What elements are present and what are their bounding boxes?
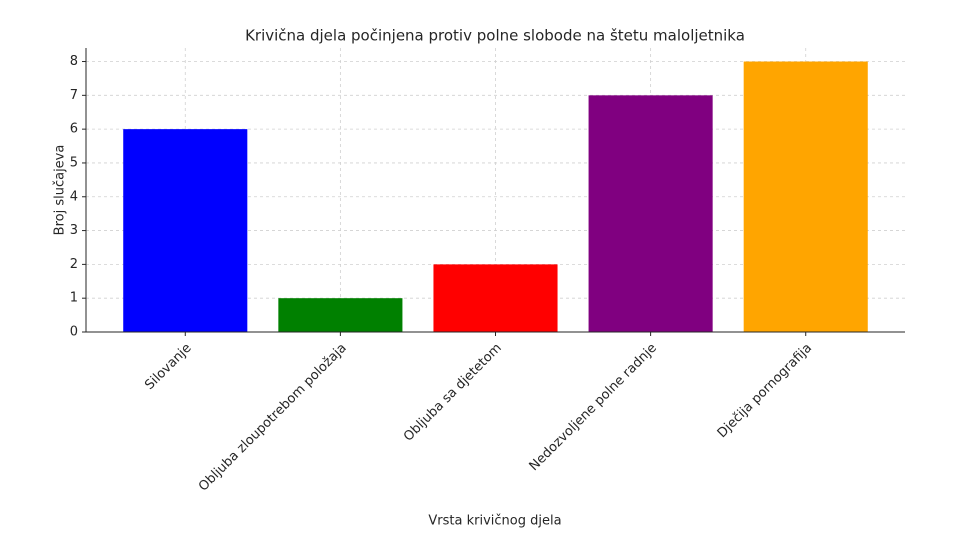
x-tick-label: Obljuba zloupotrebom položaja [196,341,350,495]
y-tick-label: 8 [70,54,78,69]
y-tick-label: 6 [70,122,78,137]
x-tick-label: Obljuba sa djetetom [401,341,505,445]
y-tick-label: 3 [70,223,78,238]
y-tick-label: 1 [70,291,78,306]
x-tick-label: Nedozvoljene polne radnje [527,341,660,474]
bar [743,61,868,333]
bar [123,129,248,332]
x-tick-label: Silovanje [142,341,194,393]
y-tick-label: 7 [70,88,78,103]
y-tick-label: 4 [70,189,78,204]
y-axis-label: Broj slučajeva [53,145,68,236]
bar [278,298,403,332]
x-tick-label: Dječija pornografija [715,341,815,441]
chart-title: Krivična djela počinjena protiv polne sl… [245,27,745,45]
y-tick-label: 5 [70,155,78,170]
bar [433,264,558,332]
y-tick-label: 2 [70,257,78,272]
x-axis-label: Vrsta krivičnog djela [428,514,561,529]
bar [588,95,713,332]
y-tick-label: 0 [70,325,78,340]
